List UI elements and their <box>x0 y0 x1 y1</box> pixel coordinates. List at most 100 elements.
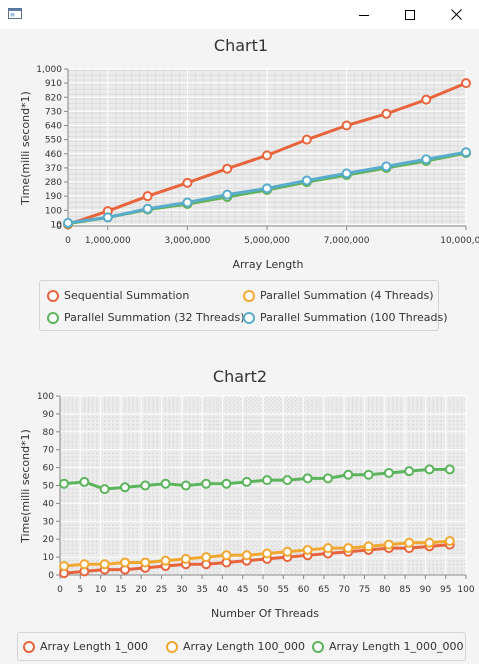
c2-data-point <box>59 478 70 489</box>
c2-x-tick-label: 10 <box>95 585 107 595</box>
c2-data-point <box>119 482 130 493</box>
c2-y-tick-label: 30 <box>43 517 55 527</box>
c2-data-point <box>140 480 151 491</box>
chart1-legend-symbol <box>47 289 59 302</box>
c2-x-tick-label: 75 <box>359 585 370 595</box>
c1-y-tick-label: 280 <box>45 178 62 188</box>
maximize-icon <box>405 9 415 20</box>
chart2-legend-symbol <box>166 640 178 653</box>
c2-data-point <box>160 555 171 566</box>
c2-x-tick-label: 65 <box>318 585 329 595</box>
minimize-icon <box>359 14 369 16</box>
chart2-title: Chart2 <box>213 367 267 386</box>
chart1-legend-label: Parallel Summation (100 Threads) <box>260 311 448 324</box>
title-bar <box>0 0 479 29</box>
chart1-legend-symbol <box>243 289 255 302</box>
close-icon <box>450 9 462 20</box>
c2-x-tick-label: 40 <box>217 585 229 595</box>
c2-data-point <box>201 478 212 489</box>
chart2-legend-label: Array Length 1_000_000 <box>329 640 464 653</box>
chart2-legend-item[interactable]: Array Length 100_000 <box>166 640 305 653</box>
c1-data-point <box>381 161 392 172</box>
c1-data-point <box>262 150 272 161</box>
chart1-legend-label: Parallel Summation (4 Threads) <box>260 289 434 302</box>
c2-x-tick-label: 0 <box>57 585 63 595</box>
c1-data-point <box>381 108 392 119</box>
maximize-button[interactable] <box>387 0 433 29</box>
c2-data-point <box>241 476 252 487</box>
c2-data-point <box>424 464 435 475</box>
c1-y-tick-label: 370 <box>45 164 62 174</box>
c2-x-tick-label: 55 <box>278 585 289 595</box>
c1-y-tick-label: 640 <box>45 122 62 132</box>
chart1-legend-item[interactable]: Parallel Summation (32 Threads) <box>47 311 245 324</box>
c2-data-point <box>404 466 415 477</box>
c2-data-point <box>160 478 171 489</box>
chart1-legend: Sequential Summation Parallel Summation … <box>39 280 448 331</box>
c1-data-point <box>182 197 193 208</box>
chart2-legend-item[interactable]: Array Length 1_000 <box>23 640 148 653</box>
c2-x-tick-label: 50 <box>257 585 269 595</box>
c1-data-point <box>341 168 352 179</box>
c1-data-point <box>63 217 73 228</box>
c1-x-tick-label: 1,000,000 <box>85 236 131 246</box>
c2-x-tick-label: 95 <box>440 585 451 595</box>
c2-x-tick-label: 35 <box>196 585 207 595</box>
c2-y-tick-label: 80 <box>43 428 55 438</box>
c2-data-point <box>180 553 191 564</box>
c1-data-point <box>421 94 432 105</box>
c2-x-tick-label: 70 <box>338 585 350 595</box>
chart1-legend-symbol <box>243 311 255 324</box>
c2-data-point <box>180 480 191 491</box>
c2-y-tick-label: 90 <box>43 410 55 420</box>
c2-x-tick-label: 100 <box>457 585 474 595</box>
c2-data-point <box>424 537 435 548</box>
c2-data-point <box>302 544 313 555</box>
c1-data-point <box>301 175 312 186</box>
c2-x-tick-label: 25 <box>156 585 167 595</box>
c2-data-point <box>363 541 374 552</box>
c1-y-tick-label: 820 <box>45 93 62 103</box>
c1-x-tick-label: 7,000,000 <box>324 236 370 246</box>
minimize-button[interactable] <box>341 0 387 29</box>
c1-data-point <box>461 78 471 89</box>
c2-data-point <box>99 484 110 495</box>
c2-x-tick-label: 20 <box>135 585 147 595</box>
c2-y-tick-label: 60 <box>43 464 55 474</box>
c2-data-point <box>383 467 394 478</box>
c2-data-point <box>140 557 151 568</box>
c1-data-point <box>461 147 471 158</box>
c2-y-tick-label: 40 <box>43 499 55 509</box>
c1-y-tick-label: 460 <box>45 150 62 160</box>
c2-data-point <box>282 546 293 557</box>
c2-x-tick-label: 60 <box>298 585 310 595</box>
c1-x-tick-label: 3,000,000 <box>164 236 210 246</box>
c2-x-tick-label: 15 <box>115 585 126 595</box>
c2-data-point <box>99 559 110 570</box>
c2-data-point <box>221 478 232 489</box>
chart1-legend-item[interactable]: Sequential Summation <box>47 289 189 302</box>
c1-y-tick-label: 730 <box>45 107 62 117</box>
close-button[interactable] <box>433 0 479 29</box>
chart2-legend-item[interactable]: Array Length 1_000_000 <box>312 640 464 653</box>
app-icon <box>8 8 22 19</box>
chart1-legend-item[interactable]: Parallel Summation (4 Threads) <box>243 289 434 302</box>
c1-x-tick-label: 5,000,000 <box>244 236 290 246</box>
c1-x-tick-label: 0 <box>65 236 71 246</box>
chart2-y-axis-label: Time(milli second*1) <box>19 429 32 544</box>
c1-data-point <box>301 134 312 145</box>
c1-y-tick-label: 550 <box>45 136 62 146</box>
c2-data-point <box>79 476 90 487</box>
c2-data-point <box>221 550 232 561</box>
c2-data-point <box>241 550 252 561</box>
c2-y-tick-label: 100 <box>37 392 54 402</box>
chart1-legend-symbol <box>47 311 59 324</box>
c2-y-tick-label: 0 <box>48 571 54 581</box>
c2-data-point <box>444 535 455 546</box>
chart1-legend-label: Parallel Summation (32 Threads) <box>64 311 245 324</box>
c2-x-tick-label: 80 <box>379 585 391 595</box>
chart1-legend-item[interactable]: Parallel Summation (100 Threads) <box>243 311 448 324</box>
c2-data-point <box>59 561 70 572</box>
c2-x-tick-label: 30 <box>176 585 188 595</box>
chart2-legend-label: Array Length 1_000 <box>40 640 149 653</box>
